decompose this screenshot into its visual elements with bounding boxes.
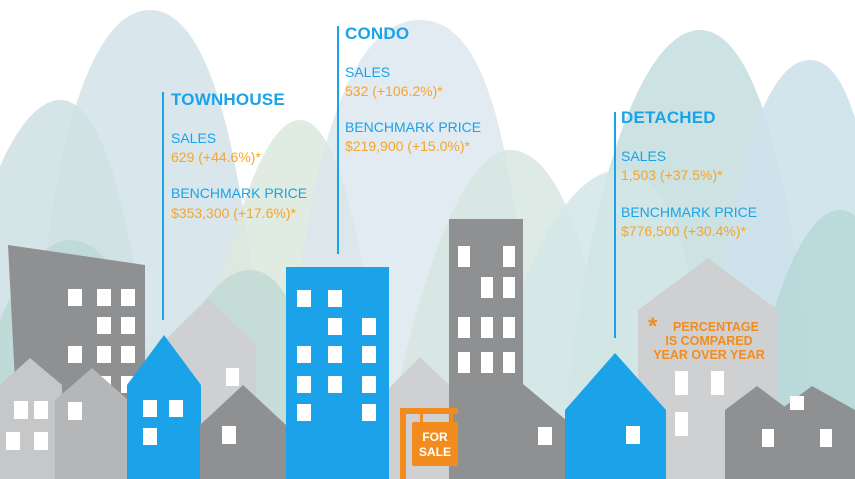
detached-price-value: $776,500 (+30.4%)* — [621, 223, 746, 239]
condo-title: CONDO — [345, 24, 410, 43]
townhouse-sales-value: 629 (+44.6%)* — [171, 149, 261, 165]
for-sale-sign-board — [412, 422, 458, 466]
bottom-left-houses — [0, 358, 128, 479]
detached-house — [565, 353, 666, 479]
detached-sales-label: SALES — [621, 148, 667, 164]
detached-price-label: BENCHMARK PRICE — [621, 204, 758, 220]
for-sale-sign-line2: SALE — [418, 445, 451, 459]
townhouse-title: TOWNHOUSE — [171, 90, 285, 109]
townhouse-sales-label: SALES — [171, 130, 217, 146]
gray-house-right-of-tower — [480, 384, 566, 479]
percentage-note-line3: YEAR OVER YEAR — [653, 348, 765, 362]
townhouse-building — [127, 335, 201, 479]
percentage-note: PERCENTAGE IS COMPARED YEAR OVER YEAR — [650, 320, 768, 362]
townhouse-price-label: BENCHMARK PRICE — [171, 185, 308, 201]
townhouse-pointer-line — [162, 92, 164, 320]
townhouse-price-value: $353,300 (+17.6%)* — [171, 205, 296, 221]
condo-sales-value: 532 (+106.2%)* — [345, 83, 443, 99]
right-gray-houses — [725, 386, 855, 479]
for-sale-sign-post — [400, 408, 458, 479]
condo-price-value: $219,900 (+15.0%)* — [345, 138, 470, 154]
detached-pointer-line — [614, 112, 616, 338]
for-sale-sign-line1: FOR — [422, 430, 448, 444]
condo-price-label: BENCHMARK PRICE — [345, 119, 482, 135]
condo-sales-label: SALES — [345, 64, 391, 80]
condo-pointer-line — [337, 26, 339, 254]
detached-title: DETACHED — [621, 108, 716, 127]
gray-house-middle — [200, 385, 286, 479]
detached-sales-value: 1,503 (+37.5%)* — [621, 167, 723, 183]
for-sale-sign-text: FOR SALE — [412, 430, 458, 460]
asterisk-icon: * — [648, 313, 658, 340]
condo-building — [286, 267, 389, 479]
percentage-note-line1: PERCENTAGE — [673, 320, 759, 334]
percentage-note-line2: IS COMPARED — [665, 334, 753, 348]
